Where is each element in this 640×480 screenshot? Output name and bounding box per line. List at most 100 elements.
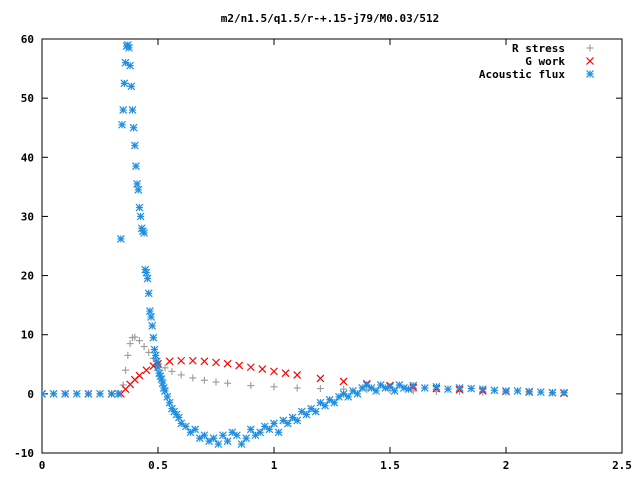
data-point	[362, 381, 371, 389]
data-point	[258, 365, 267, 373]
data-point	[316, 398, 325, 407]
data-point	[274, 428, 283, 437]
data-point	[144, 289, 153, 298]
data-point	[339, 377, 348, 386]
data-point	[293, 384, 301, 392]
data-point	[154, 363, 162, 372]
data-point	[409, 381, 418, 390]
data-point	[188, 356, 197, 365]
data-point	[200, 357, 209, 366]
data-point	[148, 321, 157, 330]
data-point	[142, 268, 151, 277]
data-point	[149, 362, 158, 370]
data-point	[122, 366, 130, 374]
data-point	[142, 366, 151, 375]
x-tick-label: 2	[503, 459, 510, 472]
y-tick-label: 40	[21, 151, 34, 164]
data-point	[174, 413, 183, 422]
data-point	[200, 431, 209, 440]
y-tick-label: 20	[21, 270, 34, 283]
plot-frame	[41, 38, 623, 454]
data-point	[270, 383, 278, 391]
data-point	[265, 425, 274, 434]
data-point	[237, 440, 246, 449]
y-tick-label: 50	[21, 92, 34, 105]
data-point	[246, 425, 255, 434]
data-point	[163, 392, 172, 401]
data-point	[251, 431, 260, 440]
data-point	[161, 386, 169, 395]
data-point	[107, 389, 116, 398]
data-point	[96, 389, 104, 398]
data-point	[134, 185, 143, 194]
data-point	[133, 179, 142, 188]
data-point	[200, 376, 208, 384]
y-tick-label: 10	[21, 329, 34, 342]
y-tick-label: 60	[21, 33, 34, 46]
data-point	[214, 440, 223, 449]
x-tick-label: 0	[39, 459, 46, 472]
data-point	[147, 313, 155, 321]
data-point	[61, 389, 70, 398]
data-point	[302, 410, 311, 419]
data-point	[293, 416, 302, 425]
data-point	[129, 123, 138, 132]
data-point	[84, 389, 93, 398]
data-point	[316, 374, 325, 383]
data-point	[399, 384, 408, 392]
series-acoustic-flux	[42, 40, 568, 449]
x-tick-label: 0.5	[148, 459, 168, 472]
data-point	[219, 431, 227, 440]
data-point	[145, 307, 154, 315]
data-point	[478, 385, 487, 394]
axes: 0 0.5 1 1.5 2 2.5 -10 0 10 20 30 40 50 60	[14, 33, 632, 472]
data-point	[135, 371, 144, 380]
x-tick-label: 2.5	[612, 459, 632, 472]
data-point	[124, 351, 132, 359]
data-point	[127, 82, 136, 91]
data-point	[130, 141, 139, 150]
data-point	[339, 389, 348, 398]
data-point	[161, 364, 169, 372]
data-point	[49, 389, 58, 398]
data-point	[135, 337, 143, 345]
data-point	[525, 387, 534, 396]
data-point	[223, 359, 232, 368]
data-point	[212, 378, 220, 386]
data-point	[128, 106, 137, 114]
data-point	[152, 357, 161, 366]
data-point	[150, 345, 159, 354]
data-point	[126, 61, 135, 70]
data-point	[390, 386, 399, 395]
data-point	[125, 43, 133, 52]
series-layer	[42, 40, 568, 449]
data-point	[118, 120, 126, 129]
data-point	[548, 388, 557, 397]
data-point	[281, 369, 290, 378]
data-point	[372, 386, 381, 395]
data-point	[536, 388, 545, 397]
data-point	[335, 392, 343, 401]
data-point	[247, 382, 255, 390]
legend-marker	[586, 70, 594, 78]
data-point	[135, 203, 144, 212]
data-point	[189, 374, 197, 382]
x-tick-label: 1	[271, 459, 278, 472]
data-point	[168, 367, 176, 375]
data-point	[223, 437, 232, 446]
data-point	[242, 434, 251, 443]
data-point	[224, 379, 232, 387]
data-point	[143, 274, 152, 283]
data-point	[120, 79, 129, 88]
data-point	[367, 384, 376, 392]
data-point	[140, 229, 149, 237]
data-point	[165, 357, 174, 366]
data-point	[165, 398, 174, 407]
data-point	[316, 385, 324, 393]
data-point	[131, 333, 139, 341]
data-point	[149, 333, 158, 342]
data-point	[455, 384, 464, 392]
data-point	[560, 388, 568, 397]
